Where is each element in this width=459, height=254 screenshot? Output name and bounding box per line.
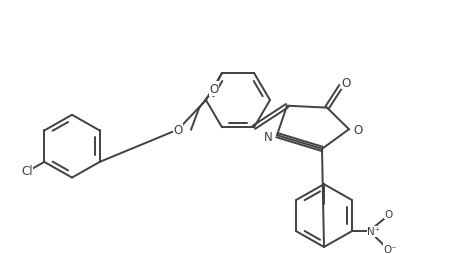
Text: Cl: Cl bbox=[21, 165, 33, 178]
Text: O: O bbox=[384, 209, 392, 219]
Text: O⁻: O⁻ bbox=[383, 244, 397, 254]
Text: O: O bbox=[341, 76, 350, 89]
Text: O: O bbox=[173, 123, 182, 136]
Text: N⁺: N⁺ bbox=[366, 226, 380, 236]
Text: N: N bbox=[263, 130, 272, 143]
Text: O: O bbox=[353, 123, 362, 136]
Text: O: O bbox=[209, 83, 218, 96]
